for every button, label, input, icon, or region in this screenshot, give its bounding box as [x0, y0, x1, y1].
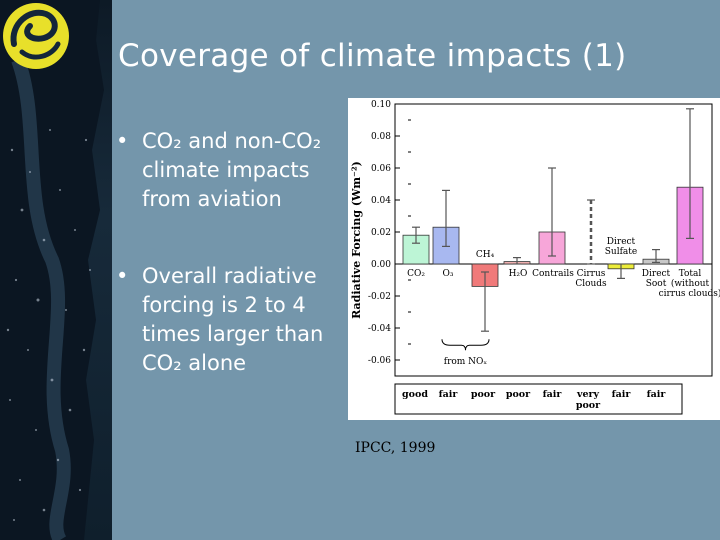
bar-label-line: Total [679, 269, 702, 279]
confidence-label: fair [647, 389, 667, 400]
plot-frame [394, 103, 713, 377]
confidence-label: poor [506, 389, 531, 400]
y-axis-label: Radiative Forcing (Wm⁻²) [350, 161, 363, 319]
left-decorative-strip [0, 0, 112, 540]
confidence-label-line: poor [471, 389, 496, 400]
y-tick-label: 0.08 [371, 132, 391, 142]
y-tick-label: -0.04 [368, 324, 391, 334]
y-tick-label: 0.00 [371, 260, 391, 270]
bullet-marker: • [116, 129, 129, 153]
confidence-label: fair [543, 389, 563, 400]
y-tick-label: -0.06 [368, 356, 391, 366]
confidence-row-frame [394, 383, 683, 415]
confidence-label-line: fair [543, 389, 563, 400]
bar-label-line: Soot [646, 279, 667, 289]
y-tick-label: 0.04 [371, 196, 391, 206]
chart-svg: 0.10 0.08 0.06 0.04 0.02 0.00 -0.02 -0.04 -0.06 R… [350, 100, 720, 415]
city-lights [6, 129, 91, 521]
radiative-forcing-chart: 0.10 0.08 0.06 0.04 0.02 0.00 -0.02 -0.04 -0.06 R… [348, 98, 720, 420]
y-tick-label: -0.02 [368, 292, 391, 302]
confidence-label-line: fair [439, 389, 459, 400]
bar-label-line: CO₂ [407, 269, 425, 279]
bullet-text: Overall radiative forcing is 2 to 4 time… [142, 264, 324, 375]
confidence-label-line: fair [612, 389, 632, 400]
bullet-marker: • [116, 264, 129, 288]
brace-annotation: from NOₓ [444, 357, 488, 367]
bar-label: Total (without cirrus clouds) [659, 269, 720, 299]
bar-label-line: Cirrus [577, 269, 606, 279]
bar-label: CH₄ [476, 250, 495, 260]
confidence-label-line: fair [647, 389, 667, 400]
bar-label-line: cirrus clouds) [659, 288, 720, 299]
bar-label: O₃ [443, 269, 454, 279]
confidence-label: poor [471, 389, 496, 400]
bullet-text: CO₂ and non-CO₂ climate impacts from avi… [142, 129, 322, 211]
bar-label: Cirrus Clouds [575, 269, 607, 289]
slide-title: Coverage of climate impacts (1) [118, 38, 627, 74]
brace-from-nox [441, 339, 490, 351]
y-tick-label: 0.06 [371, 164, 391, 174]
bar-label-line: Direct [642, 269, 671, 279]
bar-label: H₂O [509, 269, 528, 279]
bar-label-line: O₃ [443, 269, 454, 279]
bar-label-line: H₂O [509, 269, 528, 279]
bar-label: Direct Sulfate [605, 237, 637, 257]
bar-label-line: Contrails [532, 269, 574, 279]
confidence-label: fair [439, 389, 459, 400]
source-citation: IPCC, 1999 [355, 440, 436, 456]
confidence-label-line: very [576, 389, 600, 400]
night-map-image [0, 0, 104, 540]
bar-label-line: CH₄ [476, 250, 495, 260]
confidence-label-line: poor [506, 389, 531, 400]
y-tick-label: 0.02 [371, 228, 391, 238]
confidence-label: good [402, 389, 428, 400]
confidence-label: very poor [576, 389, 601, 411]
y-tick-label: 0.10 [371, 100, 391, 110]
bar-label-line: Direct [607, 237, 636, 247]
yellow-swirl-logo-icon [3, 3, 69, 69]
bar-label-line: Clouds [575, 279, 607, 289]
bar-label: Direct Soot [642, 269, 671, 289]
confidence-label-line: poor [576, 400, 601, 411]
bar-label: CO₂ [407, 269, 425, 279]
confidence-label-line: good [402, 389, 428, 400]
bar-label: Contrails [532, 269, 574, 279]
bar-label-line: Sulfate [605, 247, 637, 257]
bar-label-line: (without [671, 278, 710, 289]
confidence-label: fair [612, 389, 632, 400]
